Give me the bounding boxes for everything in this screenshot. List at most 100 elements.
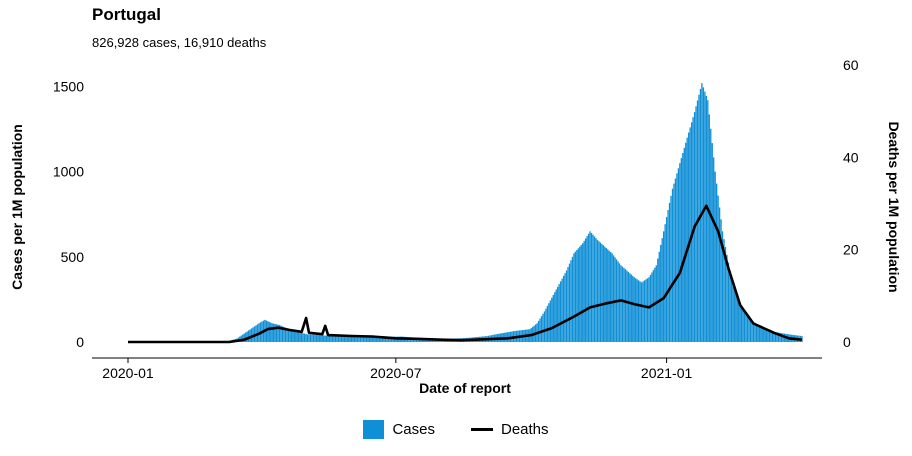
chart-subtitle: 826,928 cases, 16,910 deaths [92,35,267,50]
cases-bar [295,331,297,342]
cases-bar [539,318,541,342]
cases-bar [548,303,550,342]
cases-bar [763,328,765,342]
cases-bar [685,142,687,342]
cases-bar [741,305,743,342]
cases-bar [324,335,326,342]
cases-bar [758,326,760,342]
cases-bar [296,331,298,342]
cases-bar [283,327,285,342]
cases-bar [545,308,547,342]
cases-bar [286,328,288,343]
cases-bar [323,335,325,342]
cases-bar [270,322,272,342]
cases-bar [345,336,347,342]
cases-bar [336,336,338,342]
cases-bar [636,279,638,342]
cases-bar [689,127,691,342]
cases-bar [334,336,337,342]
legend-item-cases: Cases [363,420,435,439]
cases-bar [608,250,610,342]
cases-bar [732,281,734,342]
cases-bar [246,331,248,342]
cases-bar [582,243,584,342]
cases-bar [637,280,640,342]
y-left-tick-label: 500 [61,249,85,265]
cases-bar [326,335,328,342]
cases-bar [321,335,323,342]
cases-bar [605,247,607,342]
cases-bar [766,329,768,342]
chart-legend: Cases Deaths [0,420,912,439]
cases-bar [337,336,340,342]
cases-bar [348,336,350,342]
cases-bar [660,244,662,342]
cases-bar [676,173,678,342]
cases-bar [612,255,615,342]
cases-bar [640,282,643,342]
cases-bar [618,263,621,342]
cases-bar [714,171,716,342]
cases-bar [760,327,762,342]
cases-bar [626,270,628,342]
cases-bar [727,262,730,342]
cases-bar [610,252,612,342]
cases-bar [589,231,591,342]
cases-bar [343,336,345,342]
cases-bar [743,311,746,342]
y-right-tick-label: 60 [843,57,859,73]
x-tick-label: 2020-01 [102,365,154,381]
cases-bar [633,277,635,342]
cases-bar [314,334,316,342]
y-right-axis-ticks: 0 20 40 60 [843,57,859,350]
cases-bar [373,336,375,342]
cases-bars [217,83,803,343]
cases-bar [390,336,393,342]
cases-bar [688,132,690,342]
cases-bar [317,335,319,342]
cases-bar [378,336,381,342]
cases-bar [567,267,569,342]
cases-bar [562,275,565,342]
cases-bar [274,323,276,342]
cases-bar [773,331,775,342]
cases-bar [776,332,778,342]
cases-bar [674,178,677,342]
cases-bar [777,332,780,342]
cases-bar [721,231,724,342]
cases-bar [715,183,718,342]
cases-bar [767,329,769,342]
cases-bar [355,336,357,342]
cases-bar [352,336,354,342]
cases-bar [587,233,590,342]
cases-bar [267,321,269,342]
legend-cases-label: Cases [392,421,435,438]
cases-bar [611,253,613,342]
cases-bar [327,335,329,342]
cases-bar [280,325,282,342]
cases-bar [293,330,295,342]
cases-bar [318,335,320,342]
cases-bar [557,286,559,342]
cases-bar [739,303,741,342]
cases-bar [339,336,341,342]
cases-bar [328,335,331,342]
cases-bar [320,335,322,342]
legend-deaths-label: Deaths [501,421,549,438]
cases-bar [713,157,715,342]
cases-bar [668,202,671,342]
cases-bar [303,333,306,342]
cases-bar [586,236,588,342]
cases-bar [554,292,556,342]
cases-bar [724,246,727,342]
cases-bar [564,273,566,342]
cases-bar [639,281,641,342]
cases-bar [558,284,560,342]
cases-bar [595,238,597,342]
cases-bar [661,238,663,342]
cases-bar [651,272,653,342]
cases-bar [565,270,568,342]
cases-bar [381,336,384,342]
cases-bar [635,278,637,342]
